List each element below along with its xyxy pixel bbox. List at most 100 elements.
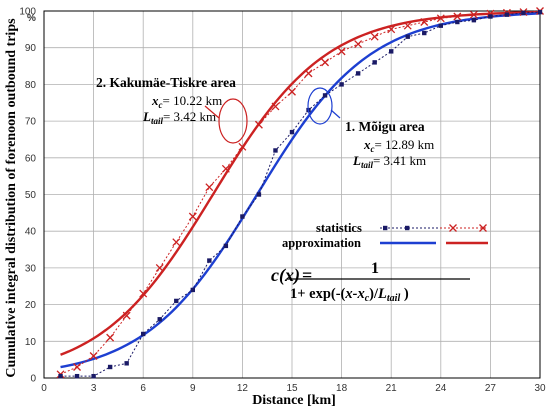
statistics-point-square xyxy=(537,9,543,15)
statistics-point-square xyxy=(322,93,328,98)
statistics-point-square xyxy=(471,17,477,23)
statistics-line xyxy=(60,10,541,375)
statistics-point-x xyxy=(271,102,280,111)
statistics-point-square xyxy=(438,23,443,28)
statistics-point-x xyxy=(89,352,98,360)
statistics-point-square xyxy=(91,373,96,379)
moigu-title: 1. Mõigu area xyxy=(345,119,425,134)
statistics-point-square xyxy=(74,373,80,379)
statistics-point-square xyxy=(422,30,427,36)
statistics-point-x xyxy=(436,14,445,23)
statistics-point-x xyxy=(387,25,396,34)
statistics-point-square xyxy=(273,148,278,153)
formula-numerator: 1 xyxy=(371,260,379,277)
statistics-point-x xyxy=(139,289,148,298)
statistics-point-x xyxy=(122,311,131,320)
x-tick-label: 6 xyxy=(140,383,146,394)
y-tick-label: 70 xyxy=(25,117,37,128)
statistics-point-x xyxy=(155,263,164,272)
statistics-point-x xyxy=(106,333,115,342)
legend-x-marker xyxy=(449,224,457,232)
y-tick-label: 40 xyxy=(25,227,37,238)
statistics-point-square xyxy=(504,12,510,17)
statistics-point-square xyxy=(339,82,344,87)
legend-label-statistics: statistics xyxy=(316,221,362,235)
kakumae-xc: xc= 10.22 km xyxy=(151,93,222,110)
statistics-point-square xyxy=(107,364,113,370)
annotation-moigu: 1. Mõigu area xc= 12.89 km Ltail= 3.41 k… xyxy=(307,87,434,170)
kakumae-ltail: Ltail= 3.42 km xyxy=(142,109,216,126)
moigu-xc: xc= 12.89 km xyxy=(363,137,434,154)
x-tick-label: 24 xyxy=(435,383,447,394)
statistics-point-square xyxy=(141,331,146,337)
statistics-point-x xyxy=(453,12,462,21)
statistics-point-square xyxy=(355,71,361,76)
x-axis-title: Distance [km] xyxy=(252,393,336,408)
statistics-point-x xyxy=(238,142,247,151)
statistics-point-x xyxy=(304,69,313,78)
approximation-curve xyxy=(60,10,541,356)
y-unit-label: % xyxy=(27,13,36,24)
statistics-point-x xyxy=(172,238,181,247)
statistics-point-square xyxy=(521,10,526,16)
statistics-point-square xyxy=(289,129,295,135)
statistics-point-x xyxy=(205,183,214,192)
x-tick-label: 15 xyxy=(286,383,298,394)
x-tick-label: 9 xyxy=(190,383,196,394)
legend-square-marker xyxy=(405,225,410,231)
statistics-point-x xyxy=(370,32,379,41)
statistics-point-square xyxy=(124,361,129,366)
x-tick-label: 30 xyxy=(534,383,546,394)
statistics-point-square xyxy=(58,373,63,379)
statistics-point-x xyxy=(321,58,330,67)
statistics-point-x xyxy=(73,363,82,371)
legend-square-marker xyxy=(383,225,388,231)
statistics-point-x xyxy=(354,40,363,48)
y-tick-label: 100 xyxy=(19,7,36,18)
statistics-point-square xyxy=(488,14,493,19)
y-axis-title: Cumulative integral distribution of fore… xyxy=(4,18,19,378)
x-tick-label: 18 xyxy=(336,383,348,394)
statistics-point-x xyxy=(188,212,197,221)
annotation-kakumae: 2. Kakumäe-Tiskre area xc= 10.22 km Ltai… xyxy=(96,75,248,144)
x-tick-label: 21 xyxy=(386,383,398,394)
statistics-point-square xyxy=(372,60,377,65)
statistics-point-square xyxy=(455,19,460,25)
kakumae-connector xyxy=(204,105,220,119)
y-tick-label: 90 xyxy=(25,43,37,54)
statistics-point-square xyxy=(256,192,262,197)
x-tick-label: 27 xyxy=(485,383,497,394)
y-tick-label: 80 xyxy=(25,80,37,91)
statistics-point-square xyxy=(405,34,410,39)
x-tick-label: 3 xyxy=(91,383,97,394)
y-tick-label: 60 xyxy=(25,153,37,164)
kakumae-highlight-ellipse xyxy=(218,98,248,144)
grid xyxy=(43,10,541,379)
legend-x-marker xyxy=(479,224,487,232)
statistics-point-x xyxy=(337,47,346,56)
y-tick-label: 30 xyxy=(25,263,37,274)
statistics-point-square xyxy=(389,49,394,54)
moigu-highlight-ellipse xyxy=(307,87,333,125)
approximation-curve xyxy=(60,12,541,369)
statistics-point-x xyxy=(221,164,230,173)
y-tick-label: 10 xyxy=(25,337,37,348)
statistics-point-x xyxy=(469,10,478,19)
formula: c(x) = 1 1+ exp(-(x-xc)/Ltail ) xyxy=(271,260,470,304)
statistics-point-square xyxy=(240,214,245,219)
legend-label-approximation: approximation xyxy=(282,236,361,250)
x-tick-label: 0 xyxy=(41,383,47,394)
formula-denominator: 1+ exp(-(x-xc)/Ltail ) xyxy=(290,286,409,304)
statistics-point-x xyxy=(403,21,412,30)
statistics-point-x xyxy=(288,87,296,96)
statistics-point-square xyxy=(207,258,212,263)
moigu-ltail: Ltail= 3.41 km xyxy=(352,153,426,170)
statistics-line xyxy=(60,11,541,377)
kakumae-title: 2. Kakumäe-Tiskre area xyxy=(96,75,236,90)
plot-frame xyxy=(43,10,541,379)
statistics-point-square xyxy=(223,243,229,249)
moigu-connector xyxy=(330,109,341,119)
statistics-point-square xyxy=(174,298,179,304)
statistics-point-square xyxy=(157,317,162,322)
